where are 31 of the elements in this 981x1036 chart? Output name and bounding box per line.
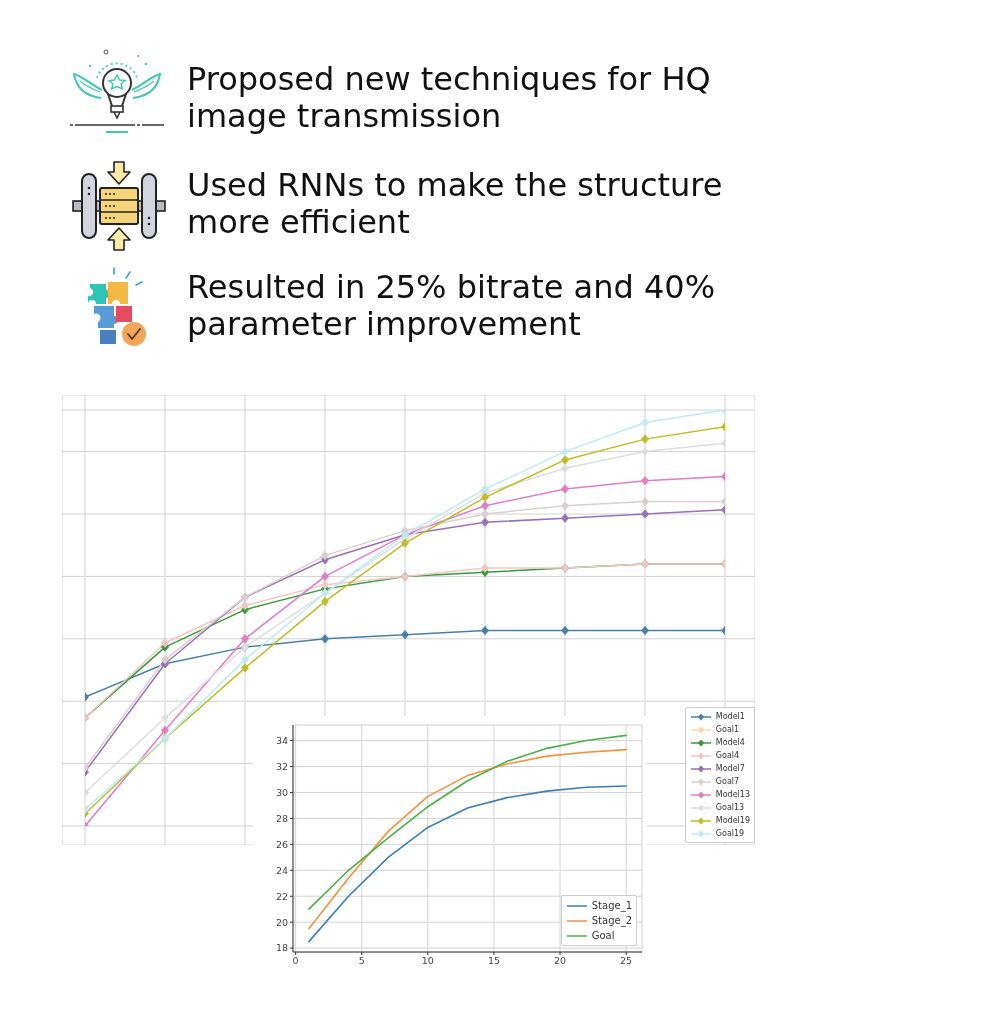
text: Resulted in 25% bitrate and 40% parameter improvement: [187, 268, 717, 343]
y-tick-label: 24: [275, 864, 288, 876]
text: Proposed new techniques for HQ image transmission: [187, 60, 712, 135]
legend-label: Goal1: [715, 724, 740, 736]
legend-label: Goal7: [715, 776, 740, 788]
y-tick-label: 18: [275, 942, 288, 954]
y-tick-label: 20: [275, 916, 288, 928]
legend-label: Model7: [715, 763, 745, 775]
x-tick-label: 0: [292, 954, 299, 966]
text: Used RNNs to make the structure more efficient: [187, 166, 724, 241]
y-tick-label: 34: [275, 734, 288, 746]
y-tick-label: 26: [275, 838, 288, 850]
legend-label: Model13: [715, 789, 750, 801]
legend-label: Stage_2: [591, 914, 632, 928]
x-tick-label: 10: [421, 954, 434, 966]
legend-label: Model4: [715, 737, 745, 749]
y-tick-label: 30: [275, 786, 288, 798]
y-tick-label: 22: [275, 890, 288, 902]
x-tick-label: 5: [358, 954, 365, 966]
legend-label: Goal4: [715, 750, 740, 762]
legend-label: Stage_1: [591, 899, 632, 913]
legend-label: Model1: [715, 711, 745, 723]
legend-label: Goal: [591, 929, 615, 943]
legend-label: Goal19: [715, 828, 745, 840]
legend-label: Model19: [715, 815, 750, 827]
x-tick-label: 15: [487, 954, 500, 966]
x-tick-label: 25: [620, 954, 633, 966]
y-tick-label: 28: [275, 812, 288, 824]
x-tick-label: 20: [553, 954, 567, 966]
legend-label: Goal13: [715, 802, 745, 814]
y-tick-label: 32: [275, 760, 288, 772]
